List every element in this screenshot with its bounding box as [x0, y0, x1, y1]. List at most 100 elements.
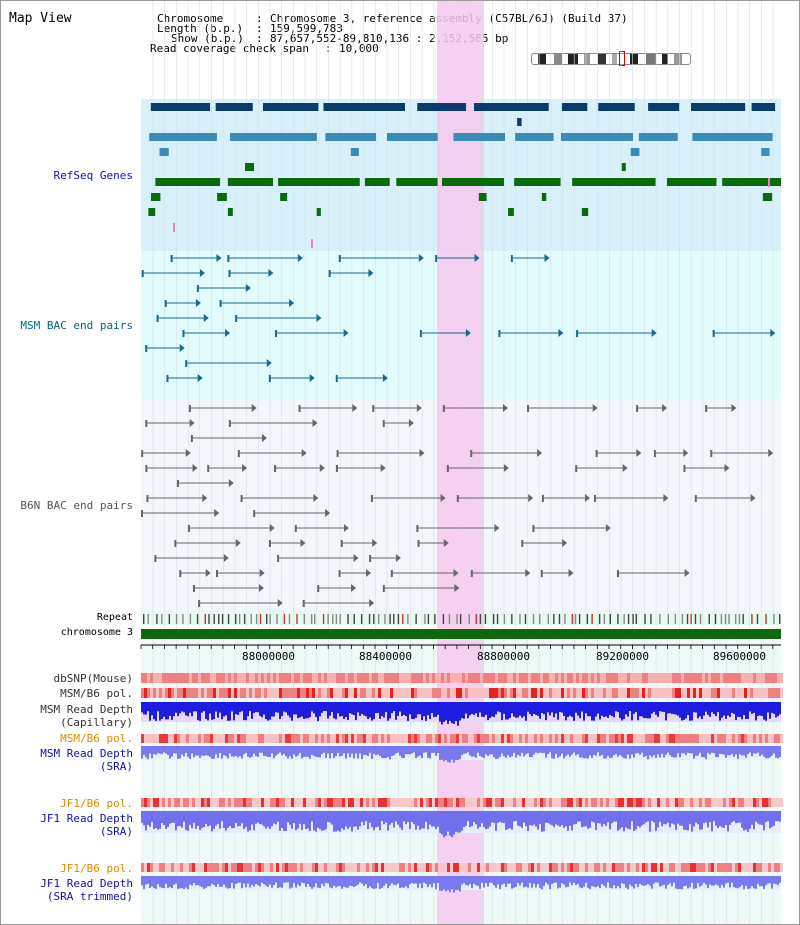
heat-cell — [408, 798, 411, 807]
depth-bar — [441, 702, 443, 725]
depth-bar — [307, 746, 309, 758]
msm-bac-label[interactable]: MSM BAC end pairs — [20, 319, 133, 332]
depth-bar — [267, 876, 269, 887]
depth-bar — [171, 811, 173, 823]
depth-bar — [263, 702, 265, 715]
depth-bar — [303, 702, 305, 719]
depth-bar — [545, 746, 547, 758]
depth-bar — [613, 746, 615, 756]
jf1-b6-pol-2-label[interactable]: JF1/B6 pol. — [60, 862, 133, 875]
gene-block — [762, 193, 773, 201]
depth-bar — [597, 876, 599, 887]
heat-cell — [246, 673, 249, 683]
heat-cell — [534, 673, 537, 683]
heat-cell — [567, 734, 570, 743]
heat-cell — [222, 734, 225, 743]
heat-cell — [258, 798, 261, 807]
depth-bar — [427, 746, 429, 758]
depth-bar — [451, 702, 453, 724]
b6n-bac-pair-end — [528, 494, 534, 502]
gene-block — [515, 133, 554, 141]
depth-bar — [555, 876, 557, 883]
depth-bar — [263, 811, 265, 827]
heat-cell — [252, 688, 255, 698]
heat-cell — [393, 688, 396, 698]
highlight-region[interactable] — [437, 1, 484, 924]
depth-bar — [751, 811, 753, 825]
depth-bar — [737, 746, 739, 760]
depth-bar — [529, 811, 531, 826]
heat-cell — [387, 688, 390, 698]
heat-cell — [570, 673, 573, 683]
jf1-read-depth-trimmed-label[interactable]: JF1 Read Depth — [40, 877, 133, 890]
heat-cell — [747, 673, 750, 683]
depth-bar — [193, 811, 195, 823]
depth-bar — [757, 876, 759, 884]
chromosome-bar[interactable] — [141, 629, 781, 639]
heat-cell — [756, 863, 759, 872]
b6n-bac-pair-end — [568, 569, 574, 577]
depth-bar — [233, 876, 235, 889]
depth-bar — [609, 876, 611, 888]
b6n-bac-pair-end — [300, 539, 306, 547]
heat-cell — [639, 863, 642, 872]
depth-bar — [535, 702, 537, 715]
depth-bar — [401, 811, 403, 830]
heat-cell — [186, 688, 189, 698]
msm-b6-pol-label[interactable]: MSM/B6 pol. — [60, 687, 133, 700]
depth-bar — [341, 811, 343, 829]
heat-cell — [732, 863, 735, 872]
heat-cell — [390, 673, 393, 683]
depth-bar — [503, 746, 505, 757]
depth-bar — [417, 876, 419, 888]
heat-cell — [624, 863, 627, 872]
depth-bar — [353, 876, 355, 887]
gene-block — [478, 193, 487, 201]
chromosome-ideogram[interactable] — [531, 53, 691, 65]
depth-bar — [547, 702, 549, 713]
refseq-genes-label[interactable]: RefSeq Genes — [53, 169, 133, 182]
depth-bar — [377, 702, 379, 713]
msm-b6-pol-2-label[interactable]: MSM/B6 pol. — [60, 732, 133, 745]
msm-read-depth-sra-label[interactable]: MSM Read Depth — [40, 747, 133, 760]
depth-bar — [257, 811, 259, 823]
depth-bar — [743, 746, 745, 756]
heat-cell — [660, 863, 663, 872]
depth-bar — [537, 746, 539, 754]
depth-bar — [747, 746, 749, 755]
depth-bar — [759, 876, 761, 887]
msm-read-depth-capillary-label[interactable]: MSM Read Depth — [40, 703, 133, 716]
depth-bar — [231, 702, 233, 712]
dbsnp-label[interactable]: dbSNP(Mouse) — [53, 672, 133, 685]
heat-cell — [516, 673, 519, 683]
heat-cell — [663, 798, 666, 807]
msm-bac-pair-end — [770, 329, 776, 337]
heat-cell — [381, 734, 384, 743]
b6n-bac-pair-end — [380, 464, 386, 472]
heat-cell — [360, 688, 363, 698]
heat-cell — [468, 798, 471, 807]
depth-bar — [363, 811, 365, 826]
depth-bar — [337, 702, 339, 714]
heat-cell — [528, 863, 531, 872]
heat-cell — [417, 798, 420, 807]
b6n-bac-label[interactable]: B6N BAC end pairs — [20, 499, 133, 512]
depth-bar — [271, 702, 273, 717]
heat-cell — [444, 734, 447, 743]
depth-bar — [421, 811, 423, 829]
repeat-mark — [402, 614, 404, 624]
heat-cell — [462, 688, 465, 698]
heat-cell — [357, 798, 360, 807]
repeat-mark — [694, 614, 697, 624]
repeat-mark — [189, 614, 192, 624]
heat-cell — [372, 688, 375, 698]
depth-bar — [747, 811, 749, 832]
heat-cell — [462, 798, 465, 807]
heat-cell — [564, 798, 567, 807]
jf1-read-depth-sra-label[interactable]: JF1 Read Depth — [40, 812, 133, 825]
depth-bar — [593, 702, 595, 721]
jf1-b6-pol-label[interactable]: JF1/B6 pol. — [60, 797, 133, 810]
depth-bar — [599, 811, 601, 824]
heat-cell — [339, 863, 342, 872]
depth-bar — [403, 746, 405, 759]
